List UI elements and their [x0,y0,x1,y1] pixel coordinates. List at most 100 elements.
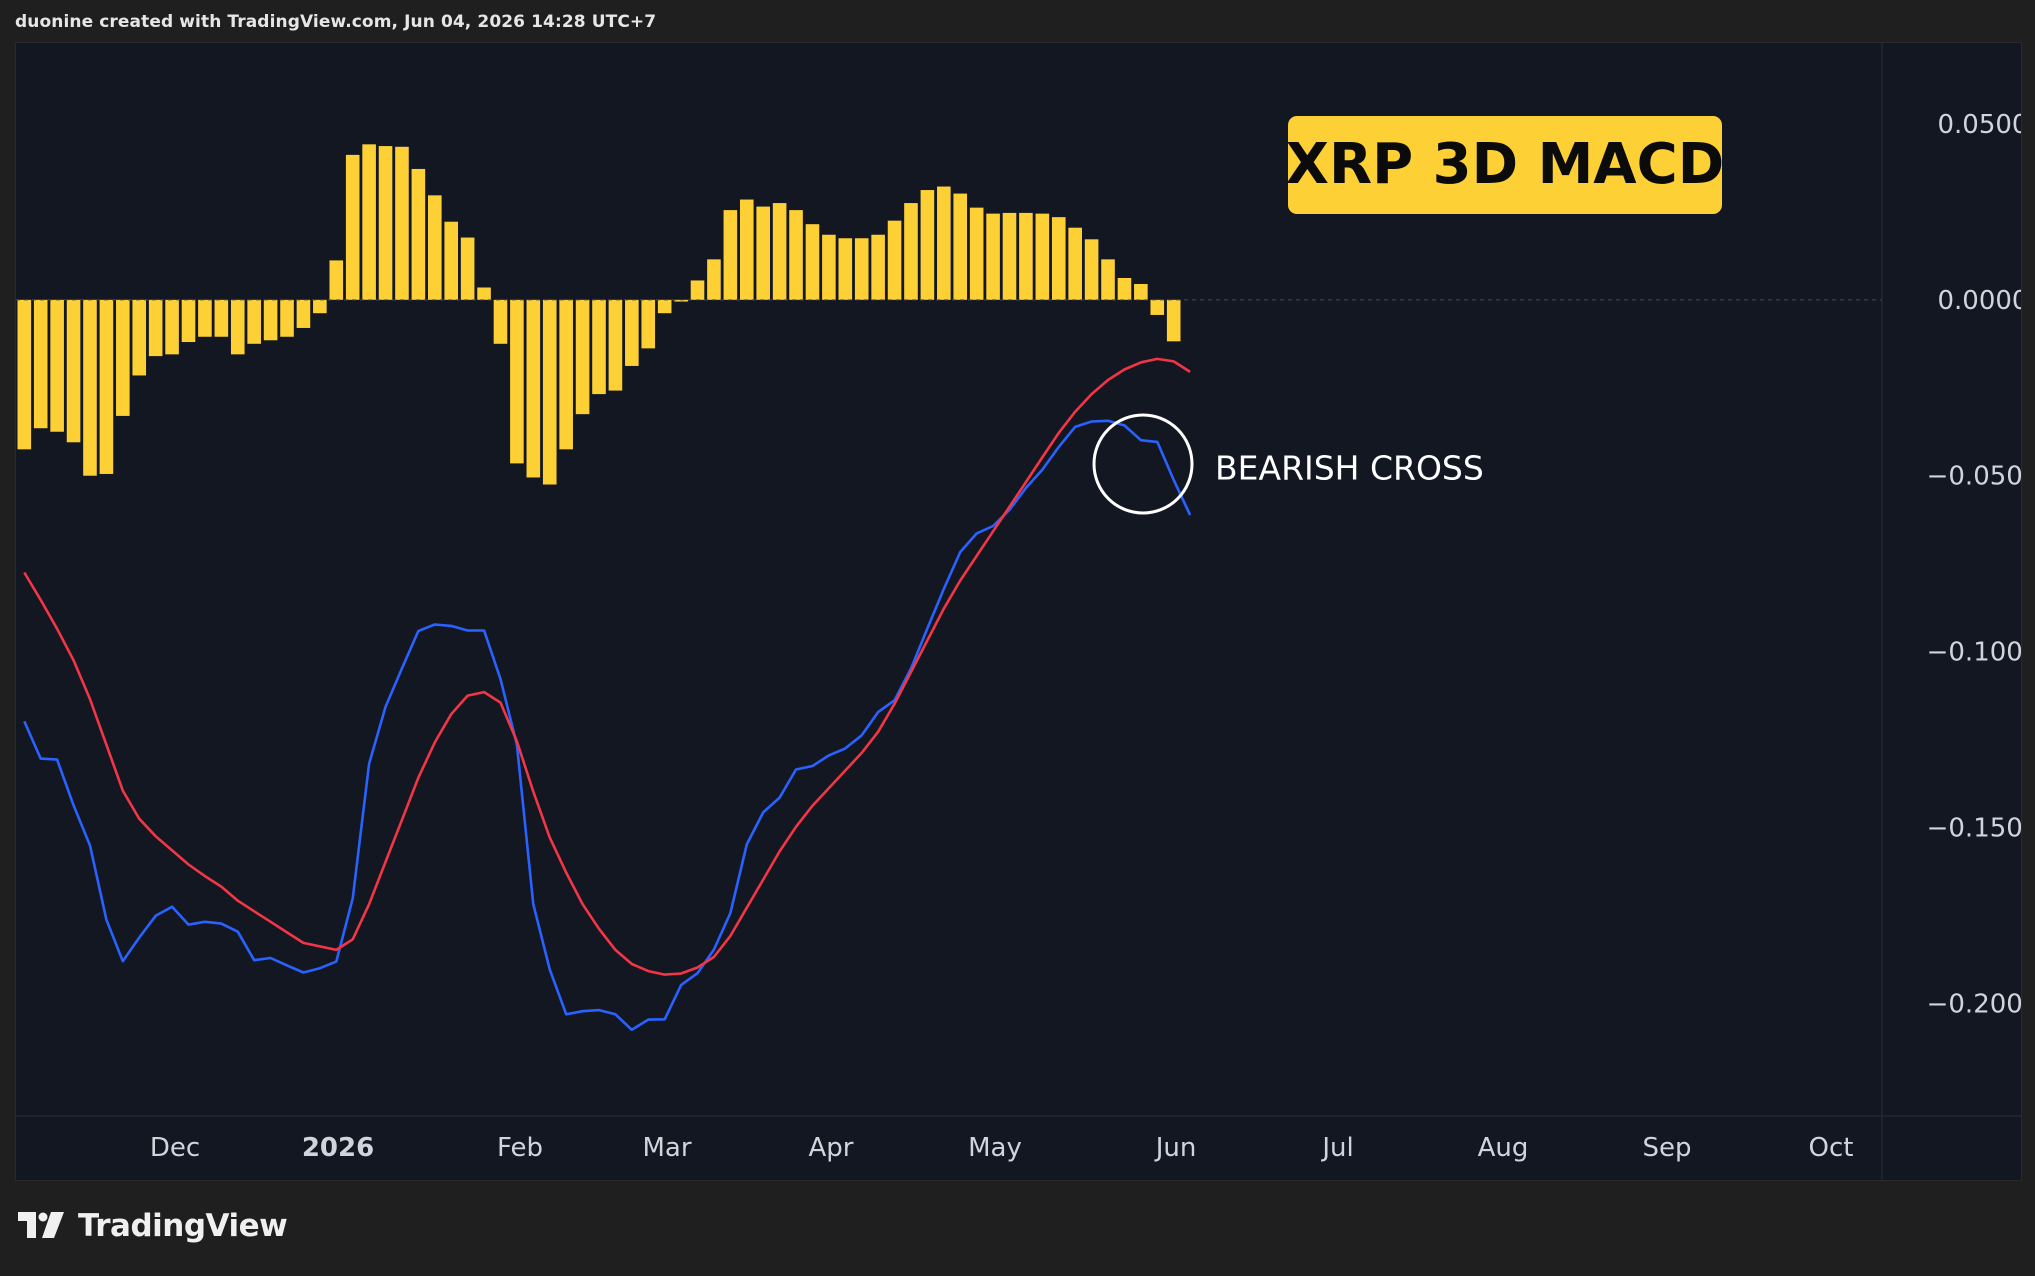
histogram-bar [887,220,902,300]
histogram-bar [1051,217,1066,300]
y-tick-label: −0.2000 [1927,989,2021,1019]
histogram-bar [608,299,623,391]
histogram-bar [116,299,130,416]
histogram-bar [592,299,606,395]
histogram-bar [625,299,639,366]
title-badge-bg [1288,116,1722,214]
histogram-bar [296,299,311,328]
tradingview-brand-text: TradingView [78,1208,288,1244]
histogram-bar [214,299,229,337]
histogram-bar [99,299,114,474]
histogram-bar [510,299,524,464]
histogram-bar [953,193,968,300]
histogram-bar [460,237,475,300]
histogram-bar [329,260,344,300]
histogram-bar [772,203,787,300]
histogram-bar [838,238,853,300]
histogram-bar [1084,239,1099,300]
bearish-cross-annotation: BEARISH CROSS [1092,413,1484,515]
y-tick-label: −0.1500 [1927,814,2021,844]
histogram-bar [362,144,376,300]
histogram-series [17,144,1181,485]
title-badge: XRP 3D MACD [1286,116,1724,214]
histogram-bar [822,234,836,300]
x-tick-label: Oct [1809,1133,1854,1163]
x-tick-label: 2026 [302,1133,374,1163]
histogram-bar [937,186,951,300]
y-tick-label: 0.0500 [1938,110,2021,140]
histogram-bar [345,154,360,300]
histogram-bar [986,213,1000,300]
macd-line [23,419,1192,1032]
histogram-bar [313,299,327,314]
tradingview-logo-icon [18,1212,64,1238]
histogram-bar [428,195,442,300]
histogram-bar [1150,299,1165,315]
histogram-bar [674,299,688,302]
histogram-bar [148,299,163,357]
histogram-bar [83,299,97,476]
histogram-bar [756,206,770,300]
histogram-bar [33,299,48,429]
x-tick-label: Jul [1320,1133,1353,1163]
histogram-bar [854,238,869,300]
histogram-bar [1035,213,1050,300]
histogram-bar [378,146,393,300]
histogram-bar [411,168,426,300]
histogram-bar [805,224,820,300]
histogram-bar [690,280,705,300]
x-tick-label: Aug [1478,1133,1529,1163]
histogram-bar [526,299,541,478]
histogram-bar [198,299,212,337]
histogram-bar [395,146,409,300]
x-tick-label: Dec [150,1133,200,1163]
histogram-bar [1068,227,1082,300]
y-axis: 0.0500 0.0000 −0.0500 −0.1000 −0.1500 −0.2000 [1927,110,2021,1020]
histogram-bar [444,221,459,300]
histogram-bar [542,299,557,485]
y-tick-label: −0.0500 [1927,462,2021,492]
histogram-bar [641,299,656,349]
histogram-bar [132,299,147,376]
histogram-bar [181,299,196,343]
histogram-bar [280,299,294,337]
histogram-bar [1019,212,1033,300]
annotation-label: BEARISH CROSS [1215,449,1484,488]
histogram-bar [247,299,261,344]
x-tick-label: Feb [497,1133,543,1163]
histogram-bar [739,199,754,300]
x-tick-label: Sep [1642,1133,1691,1163]
histogram-bar [575,299,590,415]
histogram-bar [1117,278,1132,300]
histogram-bar [165,299,179,355]
histogram-bar [1002,212,1017,300]
histogram-bar [969,207,984,300]
x-tick-label: Jun [1154,1133,1197,1163]
attribution-text: duonine created with TradingView.com, Ju… [15,12,657,32]
chart-panel[interactable]: 0.0500 0.0000 −0.0500 −0.1000 −0.1500 −0.2000… [15,42,2022,1181]
histogram-bar [1134,283,1148,300]
histogram-bar [1166,299,1181,342]
tradingview-logo[interactable]: TradingView [18,1208,288,1244]
histogram-bar [920,190,935,300]
histogram-bar [17,299,32,450]
x-axis: Dec 2026 Feb Mar Apr May Jun Jul Aug Sep Oct [150,1133,1854,1163]
histogram-bar [493,299,508,344]
histogram-bar [66,299,81,443]
histogram-bar [1101,259,1115,300]
x-tick-label: Mar [642,1133,691,1163]
y-tick-label: 0.0000 [1938,286,2021,316]
histogram-bar [477,287,491,300]
histogram-bar [230,299,245,355]
cross-highlight-circle [1092,413,1194,515]
y-tick-label: −0.1000 [1927,638,2021,668]
histogram-bar [707,259,721,300]
x-tick-label: May [968,1133,1022,1163]
histogram-bar [871,234,885,300]
macd-chart[interactable]: 0.0500 0.0000 −0.0500 −0.1000 −0.1500 −0.2000… [16,43,2021,1180]
histogram-bar [657,299,672,314]
histogram-bar [50,299,64,432]
x-tick-label: Apr [809,1133,854,1163]
signal-line [23,357,1191,976]
histogram-bar [559,299,573,450]
